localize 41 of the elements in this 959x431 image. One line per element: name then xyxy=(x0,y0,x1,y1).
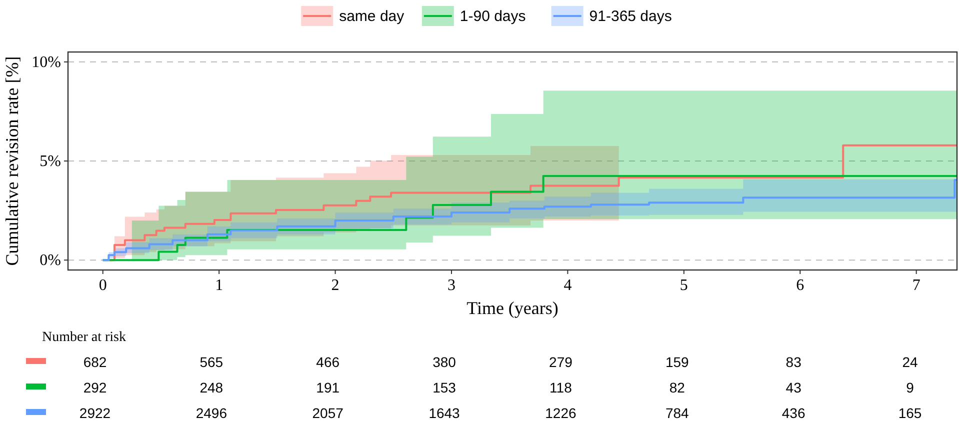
text: 9 xyxy=(906,380,914,396)
text: 83 xyxy=(786,354,802,370)
text: 24 xyxy=(902,354,918,370)
text: 159 xyxy=(665,354,690,370)
text: 466 xyxy=(316,354,340,370)
text: 82 xyxy=(669,380,686,396)
x-tick-label: 4 xyxy=(564,277,572,294)
text: 2922 xyxy=(79,405,111,421)
text: 2057 xyxy=(312,405,344,421)
x-tick-label: 7 xyxy=(912,277,920,294)
text: 248 xyxy=(200,380,224,396)
y-tick-label: 10% xyxy=(32,54,61,71)
x-tick-label: 5 xyxy=(680,277,688,294)
text: 2496 xyxy=(196,405,228,421)
text: 165 xyxy=(898,405,922,421)
text: 43 xyxy=(786,380,802,396)
text: 191 xyxy=(316,380,340,396)
text: 1226 xyxy=(545,405,576,421)
x-tick-label: 6 xyxy=(796,277,804,294)
text: Number at risk xyxy=(42,330,126,345)
x-tick-label: 2 xyxy=(331,277,340,294)
text: 118 xyxy=(550,380,572,396)
legend-label: same day xyxy=(339,8,405,25)
y-tick-label: 0% xyxy=(40,252,61,270)
x-tick-label: 1 xyxy=(215,277,224,294)
x-tick-label: 0 xyxy=(98,277,107,294)
text: 279 xyxy=(549,354,573,370)
text: 565 xyxy=(200,354,224,370)
text: 380 xyxy=(432,354,456,370)
text: 436 xyxy=(782,405,806,421)
x-tick-label: 3 xyxy=(447,277,456,294)
text: 1643 xyxy=(428,405,460,421)
x-axis-title: Time (years) xyxy=(466,298,558,318)
text: 292 xyxy=(83,380,107,396)
text: 784 xyxy=(665,405,690,421)
y-tick-label: 5% xyxy=(40,153,61,170)
legend-label: 91-365 days xyxy=(589,8,672,25)
text: 682 xyxy=(83,354,107,370)
y-axis-title: Cumulative revision rate [%] xyxy=(2,56,22,266)
legend-label: 1-90 days xyxy=(460,8,526,25)
text: 153 xyxy=(432,380,456,396)
